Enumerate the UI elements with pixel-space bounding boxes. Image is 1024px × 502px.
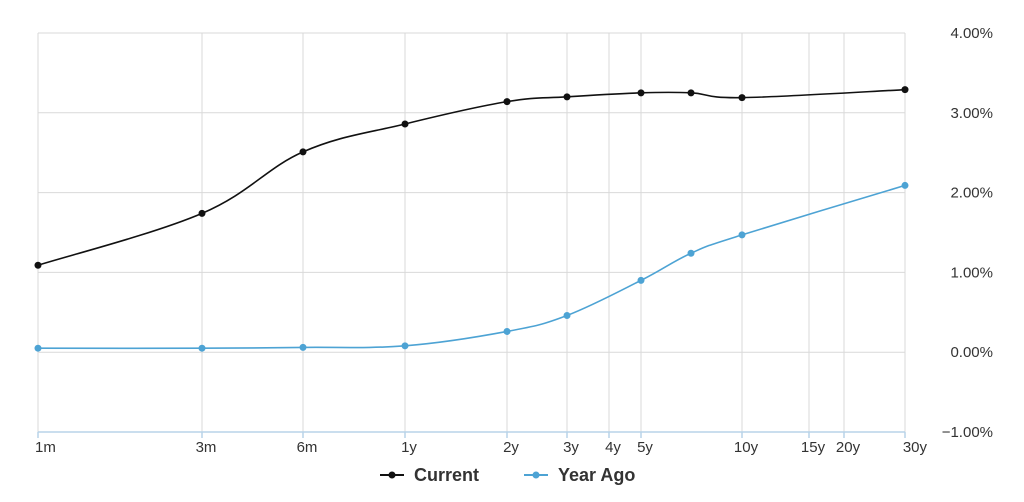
data-point-year-ago[interactable] (687, 249, 695, 257)
legend-label-current: Current (414, 465, 479, 485)
data-point-year-ago[interactable] (738, 231, 746, 239)
y-tick-label: 0.00% (950, 344, 993, 361)
y-tick-label: 3.00% (950, 105, 993, 122)
data-point-year-ago[interactable] (401, 342, 409, 350)
data-point-current[interactable] (687, 89, 695, 97)
data-point-year-ago[interactable] (34, 344, 42, 352)
data-point-current[interactable] (637, 89, 645, 97)
data-point-year-ago[interactable] (563, 311, 571, 319)
y-axis-labels: 4.00% 3.00% 2.00% 1.00% 0.00% −1.00% (942, 25, 993, 441)
y-tick-label: −1.00% (942, 424, 993, 441)
series-layer (34, 86, 909, 352)
data-point-current[interactable] (299, 148, 307, 156)
data-point-current[interactable] (198, 209, 206, 217)
x-tick-label: 5y (637, 439, 653, 456)
data-point-current[interactable] (563, 93, 571, 101)
data-point-current[interactable] (34, 261, 42, 269)
data-point-year-ago[interactable] (198, 344, 206, 352)
series-line-year-ago (37, 184, 906, 350)
data-point-current[interactable] (401, 120, 409, 128)
data-point-current[interactable] (738, 94, 746, 102)
x-tick-label: 30y (903, 439, 928, 456)
x-tick-label: 3y (563, 439, 579, 456)
x-tick-label: 1y (401, 439, 417, 456)
legend-marker-year-ago (532, 471, 540, 479)
legend-item-current[interactable]: Current (380, 465, 479, 485)
x-tick-label: 10y (734, 439, 759, 456)
data-point-year-ago[interactable] (637, 276, 645, 284)
data-point-current[interactable] (503, 98, 511, 106)
legend[interactable]: Current Year Ago (380, 465, 635, 485)
y-tick-label: 1.00% (950, 264, 993, 281)
data-point-year-ago[interactable] (901, 181, 909, 189)
x-tick-label: 15y (801, 439, 826, 456)
data-point-current[interactable] (901, 86, 909, 94)
legend-label-year-ago: Year Ago (558, 465, 635, 485)
x-axis-labels: 1m 3m 6m 1y 2y 3y 4y 5y 10y 15y 20y 30y (35, 439, 927, 456)
x-tick-label: 2y (503, 439, 519, 456)
x-tick-label: 1m (35, 439, 56, 456)
y-tick-label: 4.00% (950, 25, 993, 42)
x-tick-label: 20y (836, 439, 861, 456)
series-line-current (37, 88, 906, 266)
data-point-year-ago[interactable] (299, 343, 307, 351)
data-point-year-ago[interactable] (503, 327, 511, 335)
legend-marker-current (388, 471, 396, 479)
y-tick-label: 2.00% (950, 185, 993, 202)
legend-item-year-ago[interactable]: Year Ago (524, 465, 635, 485)
grid-lines (37, 32, 906, 438)
x-tick-label: 4y (605, 439, 621, 456)
x-tick-label: 3m (196, 439, 217, 456)
x-tick-label: 6m (297, 439, 318, 456)
